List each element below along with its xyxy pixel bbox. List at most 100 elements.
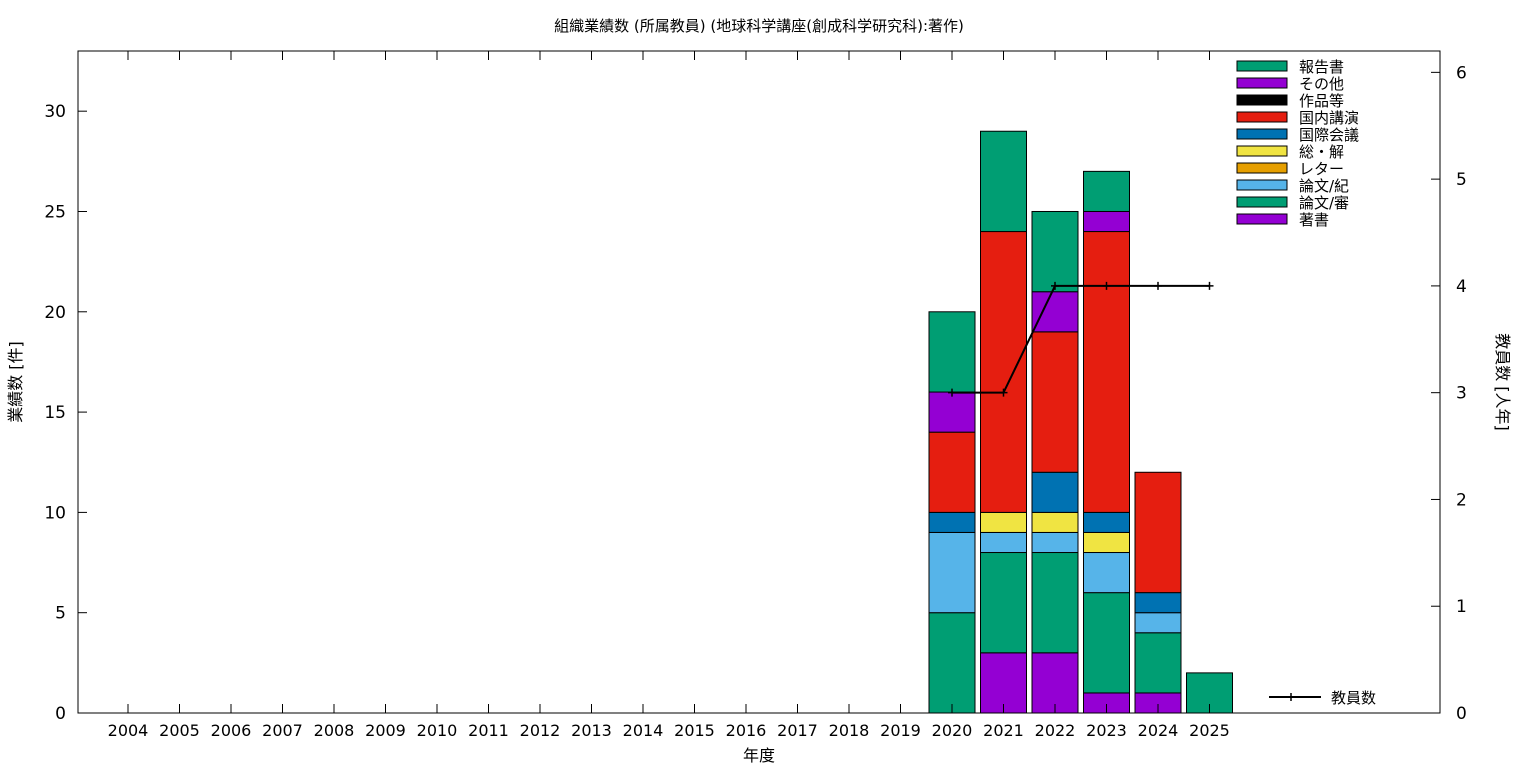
bar-2021-s4: [980, 511, 1027, 533]
x-tick-label-4: 2008: [314, 721, 355, 740]
legend-swatch-9: [1236, 213, 1288, 225]
bar-2023-s9: [1083, 170, 1130, 212]
y2-tick-label-0: 0: [1456, 704, 1467, 724]
bar-2021-s6: [980, 231, 1027, 513]
legend-swatch-7: [1236, 179, 1288, 191]
legend-swatch-6: [1236, 162, 1288, 174]
legend-swatch-2: [1236, 94, 1288, 106]
y2-tick-label-5: 5: [1456, 170, 1467, 190]
legend-label-4: 国際会議: [1299, 126, 1359, 144]
legend-swatch-4: [1236, 128, 1288, 140]
bar-2022-s0: [1031, 652, 1079, 714]
legend-swatch-5: [1236, 145, 1288, 157]
x-tick-label-9: 2013: [571, 721, 612, 740]
y2-tick-labels: 0 1 2 3 4 5 6: [1456, 63, 1467, 724]
legend-label-1: その他: [1299, 75, 1344, 93]
legend-swatch-1: [1236, 77, 1288, 89]
line-point-2023: [1102, 281, 1111, 290]
x-tick-label-6: 2010: [417, 721, 458, 740]
bar-2021-s2: [980, 531, 1027, 554]
y-tick-label-6: 30: [44, 102, 66, 122]
x-tick-label-11: 2015: [674, 721, 715, 740]
bar-2022-s2: [1031, 531, 1079, 554]
y2-tick-label-1: 1: [1456, 597, 1467, 617]
legend-line-label: 教員数: [1331, 689, 1376, 707]
line-point-2025: [1205, 281, 1214, 290]
y-tick-label-2: 10: [44, 503, 66, 523]
line-point-2020: [948, 388, 956, 397]
legend-label-6: レター: [1299, 160, 1344, 178]
y-axis-label: 業績数 [件]: [6, 341, 25, 423]
bar-2021-s0: [980, 652, 1027, 714]
x-tick-label-15: 2019: [880, 721, 921, 740]
y2-tick-label-3: 3: [1456, 384, 1467, 404]
y-tick-label-3: 15: [44, 403, 66, 423]
bar-2021-s9: [980, 130, 1027, 233]
bar-2024-s5: [1134, 592, 1182, 614]
line-series-path: [952, 284, 1210, 394]
bar-2020-s5: [928, 511, 976, 533]
x-tick-label-16: 2020: [932, 721, 973, 740]
x-tick-label-5: 2009: [365, 721, 406, 740]
bar-2020-s6: [928, 431, 976, 513]
legend-label-5: 総・解: [1299, 143, 1344, 161]
bar-2023-s6: [1083, 231, 1130, 513]
x-tick-label-20: 2024: [1138, 721, 1179, 740]
bar-2023-s2: [1083, 552, 1130, 594]
x-tick-label-2: 2006: [211, 721, 252, 740]
y-tick-label-0: 0: [55, 704, 66, 724]
bar-2022-s4: [1031, 511, 1079, 533]
x-tick-label-17: 2021: [983, 721, 1024, 740]
line-point-2022: [1051, 281, 1059, 290]
y-tick-label-1: 5: [55, 604, 66, 624]
x-tick-label-21: 2025: [1189, 721, 1230, 740]
bars-group: [928, 130, 1233, 714]
legend-label-8: 論文/審: [1299, 194, 1349, 212]
x-tick-labels: 2004 2005 2006 2007 2008 2009 2010 2011 2012 2013…: [108, 721, 1230, 740]
bar-2023-s4: [1083, 531, 1130, 554]
bar-2024-s1: [1134, 632, 1182, 694]
legend-swatch-3: [1236, 111, 1288, 123]
x-tick-label-14: 2018: [829, 721, 870, 740]
line-series-group: [948, 281, 1214, 397]
x-tick-label-19: 2023: [1086, 721, 1127, 740]
bar-2022-s8: [1031, 291, 1079, 333]
line-point-2024: [1154, 281, 1162, 290]
x-tick-label-13: 2017: [777, 721, 818, 740]
x-tick-label-7: 2011: [468, 721, 509, 740]
legend-label-7: 論文/紀: [1299, 177, 1349, 195]
bar-2022-s9: [1031, 210, 1079, 293]
y2-tick-label-6: 6: [1456, 63, 1467, 83]
bar-2023-s8: [1083, 210, 1130, 233]
bar-2020-s2: [928, 531, 976, 614]
line-point-2021: [999, 388, 1008, 397]
bar-2020-s9: [928, 311, 976, 393]
x-axis-label: 年度: [743, 746, 775, 765]
bar-2024-s2: [1134, 612, 1182, 634]
y-tick-labels: 0 5 10 15 20 25 30: [44, 102, 66, 724]
x-tick-label-1: 2005: [159, 721, 200, 740]
bar-2022-s6: [1031, 331, 1079, 473]
legend-label-9: 著書: [1299, 211, 1329, 229]
y-tick-label-5: 25: [44, 202, 66, 222]
bar-2020-s1: [928, 612, 976, 714]
legend-label-0: 報告書: [1299, 58, 1344, 76]
x-tick-label-10: 2014: [623, 721, 664, 740]
x-tick-label-12: 2016: [726, 721, 767, 740]
legend-swatch-0: [1236, 60, 1288, 72]
bar-2021-s1: [980, 552, 1027, 654]
x-tick-label-0: 2004: [108, 721, 149, 740]
bar-2022-s5: [1031, 471, 1079, 513]
y-tick-label-4: 20: [44, 303, 66, 323]
x-tick-label-8: 2012: [520, 721, 561, 740]
y2-tick-label-2: 2: [1456, 490, 1467, 510]
legend-label-3: 国内講演: [1299, 109, 1359, 127]
x-tick-label-18: 2022: [1035, 721, 1076, 740]
bar-2023-s5: [1083, 511, 1130, 533]
legend-label-2: 作品等: [1299, 92, 1344, 110]
axis-ticks-group: [78, 51, 1440, 713]
legend-swatch-8: [1236, 196, 1288, 208]
y2-tick-label-4: 4: [1456, 277, 1467, 297]
